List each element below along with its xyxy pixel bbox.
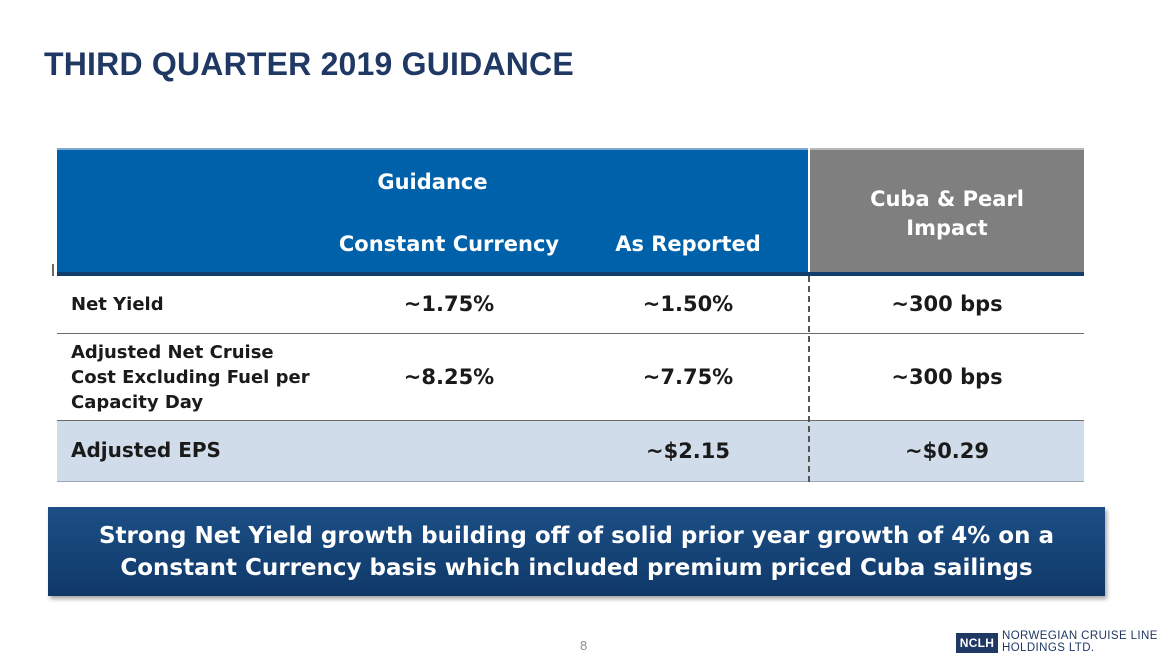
cell-as-reported: ~1.50% <box>642 292 734 316</box>
row-label: Adjusted EPS <box>71 438 221 462</box>
logo-line: HOLDINGS LTD. <box>1002 642 1095 654</box>
row-label-line: Capacity Day <box>71 392 204 413</box>
cell-as-reported: ~$2.15 <box>645 439 731 463</box>
column-header-constant-currency: Constant Currency <box>338 232 560 256</box>
table-row-adjusted-net-cruise-cost: Adjusted Net Cruise Cost Excluding Fuel … <box>57 334 1084 421</box>
cell-impact: ~300 bps <box>891 292 1003 316</box>
page-number: 8 <box>580 638 588 653</box>
row-label-line: Adjusted Net Cruise <box>71 342 274 363</box>
cell-constant-currency: ~1.75% <box>403 292 495 316</box>
cell-as-reported: ~7.75% <box>642 365 734 389</box>
header-divider <box>57 272 1084 276</box>
logo-line: NORWEGIAN CRUISE LINE <box>1002 630 1158 642</box>
row-label-line: Cost Excluding Fuel per <box>71 367 310 388</box>
banner-line: Strong Net Yield growth building off of … <box>98 522 1055 549</box>
guidance-header: Guidance Constant Currency As Reported <box>57 148 808 272</box>
guidance-group-header: Guidance <box>377 170 488 194</box>
impact-column-divider <box>808 276 810 482</box>
logo-wordmark: NORWEGIAN CRUISE LINE HOLDINGS LTD. <box>1002 630 1158 654</box>
column-header-impact: Cuba & Pearl Impact <box>870 187 1024 240</box>
table-row-adjusted-eps: Adjusted EPS ~$2.15 ~$0.29 <box>57 421 1084 482</box>
guidance-table: Guidance Constant Currency As Reported C… <box>57 148 1084 482</box>
table-edge-mark <box>52 264 54 276</box>
cell-constant-currency: ~8.25% <box>403 365 495 389</box>
table-row-net-yield: Net Yield ~1.75% ~1.50% ~300 bps <box>57 276 1084 334</box>
key-message-banner: Strong Net Yield growth building off of … <box>48 507 1105 596</box>
column-header-as-reported: As Reported <box>615 232 761 256</box>
cell-impact: ~$0.29 <box>904 439 990 463</box>
company-logo: NCLH NORWEGIAN CRUISE LINE HOLDINGS LTD. <box>956 630 1158 656</box>
row-label: Adjusted Net Cruise Cost Excluding Fuel … <box>71 340 310 415</box>
impact-header: Cuba & Pearl Impact <box>810 148 1084 272</box>
row-label: Net Yield <box>71 294 164 315</box>
logo-abbreviation: NCLH <box>956 633 998 653</box>
banner-line: Constant Currency basis which included p… <box>120 554 1033 581</box>
page-title: THIRD QUARTER 2019 GUIDANCE <box>44 46 574 82</box>
cell-impact: ~300 bps <box>891 365 1003 389</box>
